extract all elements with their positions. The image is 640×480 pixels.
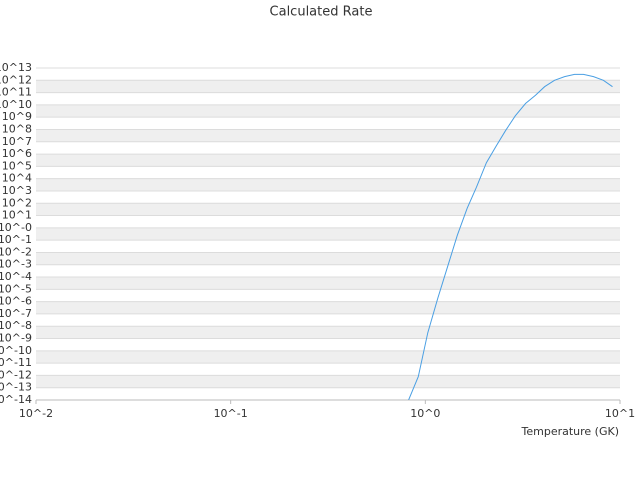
x-axis-label: Temperature (GK) [521, 425, 620, 438]
grid-band [36, 203, 620, 216]
y-tick-label: 10^7 [2, 135, 32, 148]
grid-band [36, 154, 620, 167]
x-tick-label: 10^-1 [214, 407, 248, 420]
grid-band [36, 227, 620, 241]
y-tick-label: 10^-2 [0, 245, 32, 258]
y-tick-label: 10^-7 [0, 307, 32, 320]
y-tick-label: 10^3 [2, 184, 32, 197]
grid-band [36, 375, 620, 388]
y-tick-label: 10^-1 [0, 233, 32, 246]
grid-band [36, 178, 620, 191]
grid-band [36, 277, 620, 290]
y-tick-label: 10^-11 [0, 356, 32, 369]
y-tick-label: 10^12 [0, 73, 32, 86]
y-tick-label: 10^-3 [0, 258, 32, 271]
y-tick-label: 10^-14 [0, 393, 32, 406]
y-tick-label: 10^-5 [0, 282, 32, 295]
grid-band [36, 80, 620, 93]
y-tick-label: 10^9 [2, 110, 32, 123]
y-tick-label: 10^-4 [0, 270, 32, 283]
y-tick-label: 10^-6 [0, 295, 32, 308]
grid-band [36, 326, 620, 339]
x-tick-label: 10^-2 [19, 407, 53, 420]
y-tick-label: 10^-12 [0, 368, 32, 381]
grid-band [36, 252, 620, 265]
grid-band [36, 104, 620, 118]
y-tick-label: 10^-0 [0, 221, 32, 234]
data-line [408, 73, 613, 400]
y-tick-label: 10^-8 [0, 319, 32, 332]
chart-title: Calculated Rate [270, 5, 373, 20]
x-tick-label: 10^1 [605, 407, 635, 420]
y-tick-label: 10^4 [2, 172, 32, 185]
y-tick-label: 10^-10 [0, 344, 32, 357]
y-tick-label: 10^1 [2, 209, 32, 222]
grid-band [36, 350, 620, 364]
grid-band [36, 129, 620, 142]
y-tick-label: 10^11 [0, 86, 32, 99]
x-tick-label: 10^0 [410, 407, 440, 420]
y-tick-label: 10^6 [2, 147, 32, 160]
y-tick-label: 10^-9 [0, 332, 32, 345]
y-tick-label: 10^2 [2, 196, 32, 209]
y-tick-label: 10^5 [2, 159, 32, 172]
y-tick-label: 10^8 [2, 122, 32, 135]
y-tick-label: 10^10 [0, 98, 32, 111]
grid-band [36, 301, 620, 314]
y-tick-label: 10^-13 [0, 381, 32, 394]
y-tick-label: 10^13 [0, 61, 32, 74]
